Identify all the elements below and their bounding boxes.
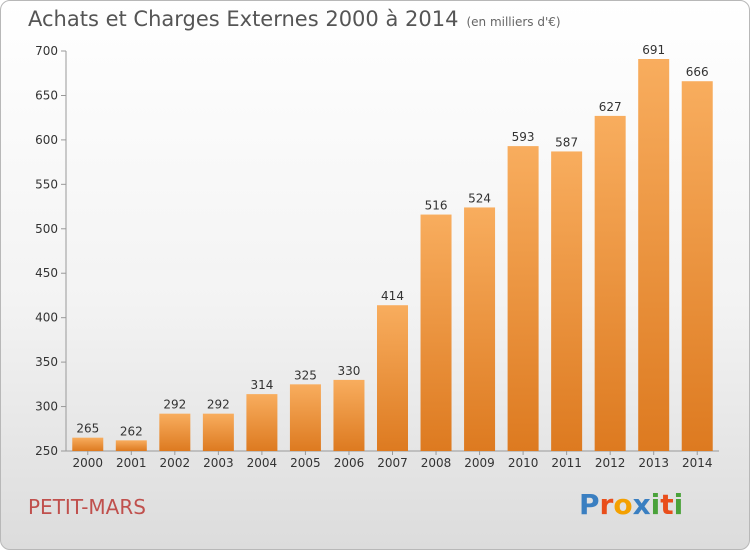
bar — [420, 214, 452, 451]
bar — [159, 413, 191, 451]
bar — [464, 207, 496, 451]
bar — [115, 440, 147, 451]
bar-value-label: 593 — [512, 130, 535, 144]
y-tick-label: 700 — [35, 44, 58, 58]
bar — [551, 151, 583, 451]
chart-title-text: Achats et Charges Externes 2000 à 2014 — [28, 7, 459, 31]
bar — [333, 379, 365, 451]
chart-bars: 265 262 292 292 314 325 330 414 516 524 593 587 627 6… — [72, 43, 713, 451]
bar — [377, 305, 408, 451]
x-tick-label: 2010 — [508, 456, 539, 470]
chart-axes: 250 300 350 400 450 500 550 600 650 700 2000 2001 20… — [35, 44, 719, 470]
y-tick-label: 500 — [35, 222, 58, 236]
x-tick-label: 2009 — [464, 456, 495, 470]
bar — [681, 81, 713, 451]
x-tick-label: 2011 — [551, 456, 582, 470]
logo-letter: x — [632, 488, 651, 521]
x-tick-label: 2003 — [203, 456, 234, 470]
bar-value-label: 330 — [338, 364, 361, 378]
bar-value-label: 292 — [207, 398, 230, 412]
x-tick-label: 2005 — [290, 456, 321, 470]
bar-value-label: 516 — [425, 199, 448, 213]
chart-unit: (en milliers d'€) — [466, 15, 561, 29]
x-tick-label: 2014 — [682, 456, 713, 470]
x-tick-label: 2001 — [116, 456, 147, 470]
logo-letter: r — [599, 488, 614, 521]
bar — [594, 115, 626, 451]
bar-value-label: 325 — [294, 368, 317, 382]
x-tick-label: 2008 — [421, 456, 452, 470]
bar-value-label: 314 — [250, 378, 273, 392]
logo-letter: P — [579, 488, 600, 521]
commune-name: PETIT-MARS — [28, 495, 146, 519]
bar-value-label: 265 — [76, 422, 99, 436]
chart-title: Achats et Charges Externes 2000 à 2014 (e… — [28, 7, 561, 31]
x-tick-label: 2006 — [334, 456, 365, 470]
x-tick-label: 2012 — [595, 456, 626, 470]
y-tick-label: 400 — [35, 311, 58, 325]
bar-value-label: 587 — [555, 135, 578, 149]
bar — [507, 146, 539, 451]
logo-letter: o — [613, 488, 633, 521]
bar — [289, 384, 321, 451]
logo-letter: i — [650, 488, 661, 521]
x-tick-label: 2013 — [638, 456, 669, 470]
x-tick-label: 2004 — [247, 456, 278, 470]
logo-letter: t — [660, 488, 674, 521]
x-tick-label: 2000 — [72, 456, 103, 470]
y-tick-label: 450 — [35, 266, 58, 280]
y-tick-label: 300 — [35, 400, 58, 414]
proxiti-logo[interactable]: Proxiti — [579, 488, 683, 521]
bar-value-label: 414 — [381, 289, 404, 303]
bar — [638, 59, 670, 451]
bar-value-label: 292 — [163, 398, 186, 412]
bar-value-label: 627 — [599, 100, 622, 114]
y-tick-label: 550 — [35, 177, 58, 191]
bar-value-label: 666 — [686, 65, 709, 79]
x-tick-label: 2007 — [377, 456, 408, 470]
y-tick-label: 600 — [35, 133, 58, 147]
bar-value-label: 524 — [468, 191, 491, 205]
x-tick-label: 2002 — [160, 456, 191, 470]
y-tick-label: 350 — [35, 355, 58, 369]
bar — [72, 437, 104, 451]
bar — [202, 413, 234, 451]
y-tick-label: 250 — [35, 444, 58, 458]
bar-value-label: 262 — [120, 424, 143, 438]
y-tick-label: 650 — [35, 88, 58, 102]
bar — [246, 394, 278, 451]
logo-letter: i — [673, 488, 684, 521]
bar-value-label: 691 — [642, 43, 665, 57]
